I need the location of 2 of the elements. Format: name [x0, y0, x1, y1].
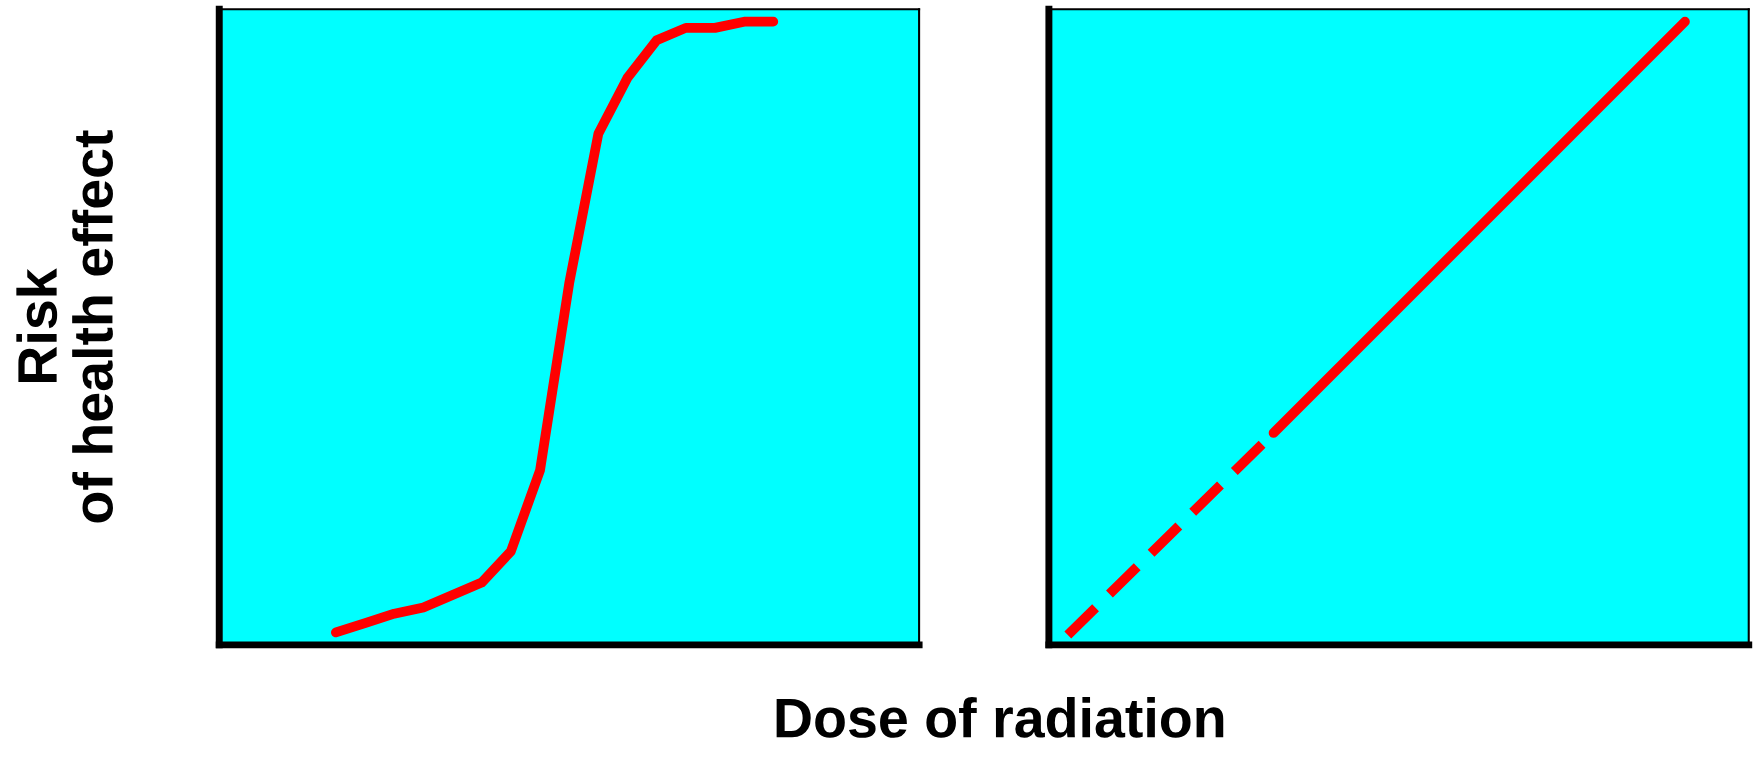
x-axis-title: Dose of radiation: [776, 697, 1224, 738]
y-axis-title: Risk of health effect: [16, 130, 113, 523]
